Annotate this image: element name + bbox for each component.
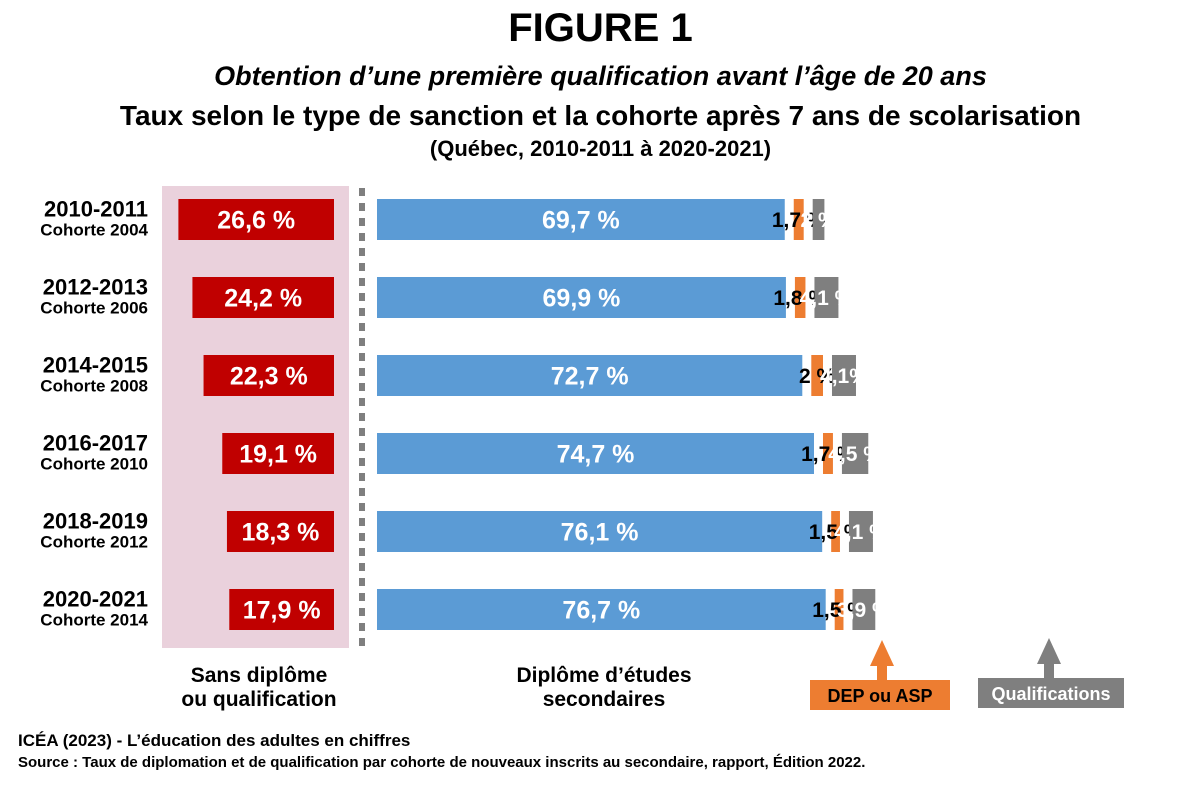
data-label-sans-diplome: 19,1 % [239,441,317,469]
sans-diplome-band [162,186,349,648]
bar-dep-asp [822,433,833,474]
category-label-year: 2012-2013 [43,275,148,300]
data-label-sans-diplome: 18,3 % [242,519,320,547]
chart-subtitle-italic: Obtention d’une première qualification a… [214,61,987,91]
bar-sans-diplome [203,355,334,396]
figure-title: FIGURE 1 [508,6,693,50]
data-label-sans-diplome: 26,6 % [217,207,295,235]
category-label-cohort: Cohorte 2012 [40,533,148,552]
data-label-qualifications: 4,5 % [828,443,882,466]
category-label-cohort: Cohorte 2004 [40,221,148,240]
data-label-qualifications: 3,9 % [837,599,891,622]
data-label-dep-asp: 1,7 % [801,443,855,466]
data-label-dep-asp: 1,7 % [772,209,826,232]
category-label-cohort: Cohorte 2006 [40,299,148,318]
category-label-year: 2014-2015 [43,353,148,378]
bar-diplome-secondaire [377,511,823,552]
category-label-year: 2020-2021 [43,587,148,612]
bar-diplome-secondaire [377,277,786,318]
bar-qualifications [852,589,876,630]
bar-diplome-secondaire [377,589,826,630]
data-label-diplome-secondaire: 72,7 % [551,363,629,391]
bar-dep-asp [811,355,823,396]
chart-subtitle-period: (Québec, 2010-2011 à 2020-2021) [429,136,772,161]
category-label-cohort: Cohorte 2014 [40,611,148,630]
data-label-diplome-secondaire: 69,9 % [543,285,621,313]
data-label-sans-diplome: 17,9 % [243,597,321,625]
source-line-2: Source : Taux de diplomation et de quali… [18,754,866,771]
dep-asp-box [810,680,950,710]
bar-qualifications [814,277,839,318]
bottom-label-sans-2: ou qualification [181,688,336,711]
bar-qualifications [841,433,869,474]
chart-subtitle: Taux selon le type de sanction et la coh… [119,100,1082,131]
bar-diplome-secondaire [377,433,814,474]
qualifications-box [978,678,1124,708]
category-label-year: 2016-2017 [43,431,148,456]
data-label-sans-diplome: 22,3 % [230,363,308,391]
bar-qualifications [831,355,856,396]
bar-sans-diplome [222,433,334,474]
bar-dep-asp [834,589,844,630]
bar-dep-asp [793,199,804,240]
bar-sans-diplome [226,511,334,552]
data-label-qualifications: 4,1 % [834,521,888,544]
bar-qualifications [812,199,825,240]
qualifications-label: Qualifications [991,684,1110,704]
bottom-label-sans-1: Sans diplôme [191,664,328,687]
data-label-dep-asp: 2 % [799,365,836,388]
bottom-label-des-1: Diplôme d’études [516,664,691,687]
bar-sans-diplome [178,199,334,240]
dep-asp-label: DEP ou ASP [827,686,932,706]
bar-sans-diplome [192,277,334,318]
category-label-cohort: Cohorte 2008 [40,377,148,396]
data-label-qualifications: 2 % [800,209,837,232]
data-label-diplome-secondaire: 76,1 % [561,519,639,547]
bar-dep-asp [831,511,840,552]
bottom-label-des-2: secondaires [543,688,666,711]
bar-dep-asp [794,277,806,318]
bar-sans-diplome [229,589,334,630]
data-label-diplome-secondaire: 76,7 % [562,597,640,625]
dep-arrow-icon [870,640,894,682]
category-label-year: 2010-2011 [44,197,148,222]
data-label-diplome-secondaire: 74,7 % [557,441,635,469]
qualifications-arrow-icon [1037,638,1061,680]
source-line-1: ICÉA (2023) - L’éducation des adultes en… [18,731,411,750]
category-label-cohort: Cohorte 2010 [40,455,148,474]
data-label-dep-asp: 1,8 % [773,287,827,310]
data-label-qualifications: 4,1 % [800,287,854,310]
category-label-year: 2018-2019 [43,509,148,534]
bar-qualifications [848,511,873,552]
data-label-diplome-secondaire: 69,7 % [542,207,620,235]
bar-diplome-secondaire [377,355,803,396]
data-label-qualifications: 4,1% [820,365,868,388]
data-label-sans-diplome: 24,2 % [224,285,302,313]
bar-diplome-secondaire [377,199,785,240]
